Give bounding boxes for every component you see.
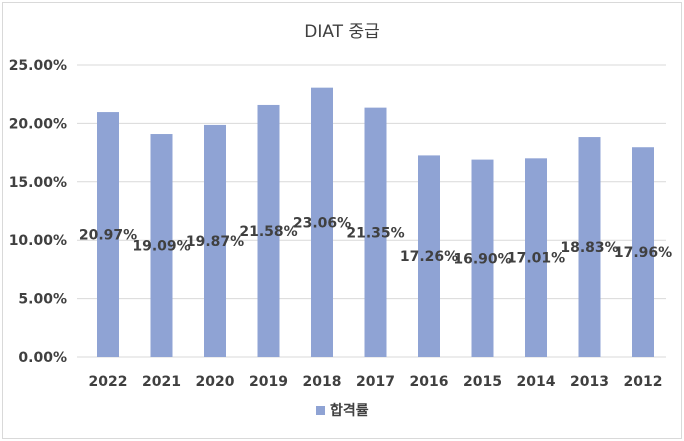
x-tick-label: 2013 <box>570 374 609 390</box>
legend: 합격률 <box>316 402 369 419</box>
bar <box>364 107 387 358</box>
x-tick-label: 2018 <box>303 374 342 390</box>
y-tick-label: 10.00% <box>9 233 67 249</box>
y-tick-label: 0.00% <box>18 350 67 366</box>
bar <box>525 158 547 357</box>
data-label: 18.83% <box>560 240 618 256</box>
legend-swatch <box>316 406 325 415</box>
x-tick-label: 2022 <box>89 374 128 390</box>
data-label: 19.09% <box>132 239 190 255</box>
y-tick-label: 25.00% <box>9 58 67 74</box>
data-label: 20.97% <box>79 228 137 244</box>
data-label: 17.96% <box>614 245 672 261</box>
chart-title: DIAT 중급 <box>304 22 379 42</box>
y-axis-ticks: 0.00% 5.00% 10.00% 15.00% 20.00% 25.00% <box>9 58 67 366</box>
bar <box>632 147 654 357</box>
x-tick-label: 2014 <box>517 374 556 390</box>
x-tick-label: 2021 <box>142 374 181 390</box>
data-labels: 20.97%19.09%19.87%21.58%23.06%21.35% 17.2… <box>79 215 672 267</box>
x-tick-label: 2016 <box>410 374 449 390</box>
data-label: 21.35% <box>346 225 404 241</box>
x-tick-label: 2019 <box>249 374 288 390</box>
data-label: 21.58% <box>239 224 297 240</box>
data-label: 23.06% <box>293 215 351 231</box>
data-label: 17.01% <box>507 251 565 267</box>
data-label: 17.26% <box>400 249 458 265</box>
x-axis-ticks: 2022 2021 2020 2019 2018 2017 2016 2015 2014 2013… <box>89 374 663 390</box>
legend-label: 합격률 <box>330 402 369 419</box>
bar <box>257 104 280 357</box>
y-tick-label: 5.00% <box>18 292 67 308</box>
y-tick-label: 20.00% <box>9 116 67 132</box>
bar <box>418 155 440 357</box>
bar <box>150 134 173 357</box>
bar <box>578 137 601 357</box>
data-label: 16.90% <box>453 251 511 267</box>
bar <box>311 87 333 357</box>
bars <box>97 87 654 358</box>
bar <box>204 124 226 358</box>
x-tick-label: 2020 <box>196 374 235 390</box>
x-tick-label: 2015 <box>463 374 502 390</box>
x-tick-label: 2017 <box>356 374 395 390</box>
bar <box>97 112 119 357</box>
bar <box>471 159 494 357</box>
x-tick-label: 2012 <box>624 374 663 390</box>
data-label: 19.87% <box>186 234 244 250</box>
y-tick-label: 15.00% <box>9 175 67 191</box>
